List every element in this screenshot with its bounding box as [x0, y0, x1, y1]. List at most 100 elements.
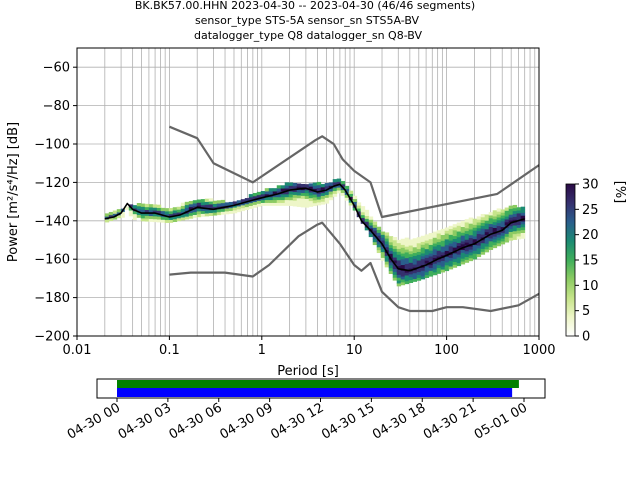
heatmap-cell [432, 271, 438, 276]
heatmap-cell [384, 243, 390, 248]
y-tick-label: −160 [34, 253, 70, 268]
heatmap-cell [424, 237, 430, 241]
heatmap-cell [260, 193, 266, 198]
heatmap-cell [468, 252, 474, 256]
heatmap-cell [244, 198, 250, 202]
heatmap-cell [384, 261, 390, 265]
heatmap-cell [460, 226, 466, 230]
heatmap-cell [460, 238, 466, 242]
heatmap-cell [400, 241, 406, 245]
heatmap-cell [512, 225, 518, 229]
heatmap-cell [496, 234, 502, 238]
heatmap-cell [504, 239, 510, 243]
heatmap-cell [500, 212, 506, 216]
heatmap-cell [292, 185, 298, 190]
heatmap-cell [428, 244, 434, 248]
heatmap-cell [388, 244, 394, 249]
heatmap-cell [352, 201, 358, 205]
heatmap-cell [276, 196, 282, 201]
heatmap-cell [452, 244, 458, 248]
heatmap-cell [468, 220, 474, 224]
heatmap-cell [436, 233, 442, 237]
heatmap-cell [416, 248, 422, 252]
heatmap-cell [208, 204, 214, 208]
heatmap-cell [456, 245, 462, 249]
heatmap-cell [520, 215, 526, 219]
heatmap-cell [444, 256, 450, 260]
heatmap-cell [408, 276, 414, 281]
heatmap-cell [492, 224, 498, 228]
heatmap-cell [420, 235, 426, 240]
heatmap-cell [420, 270, 426, 274]
heatmap-cell [160, 207, 166, 212]
heatmap-cell [456, 222, 462, 226]
heatmap-cell [156, 219, 162, 223]
heatmap-cell [404, 277, 410, 282]
heatmap-cell [252, 201, 258, 205]
colorbar-tick-label: 0 [582, 330, 590, 345]
heatmap-cell [468, 246, 474, 250]
heatmap-cell [476, 219, 482, 223]
heatmap-cell [464, 227, 470, 232]
heatmap-cell [196, 211, 202, 215]
heatmap-cell [336, 187, 342, 191]
heatmap-cell [264, 191, 270, 195]
heatmap-cell [416, 271, 422, 275]
heatmap-cell [368, 219, 374, 223]
heatmap-cell [428, 258, 434, 263]
heatmap-cell [148, 204, 154, 208]
heatmap-cell [208, 198, 214, 202]
heatmap-cell [288, 191, 294, 195]
heatmap-cell [144, 215, 150, 219]
heatmap-cell [128, 213, 134, 217]
heatmap-cell [448, 234, 454, 238]
heatmap-cell [372, 241, 378, 246]
heatmap-cell [272, 193, 278, 198]
heatmap-cell [188, 209, 194, 213]
heatmap-cell [492, 244, 498, 249]
time-tick-label: 04-30 00 [65, 400, 123, 442]
heatmap-cell [456, 239, 462, 244]
heatmap-cell [508, 234, 514, 238]
heatmap-cell [272, 202, 278, 206]
heatmap-cell [300, 198, 306, 202]
heatmap-cell [320, 195, 326, 199]
psd-coverage-bar [117, 388, 513, 397]
heatmap-cell [512, 216, 518, 220]
heatmap-cell [480, 245, 486, 249]
heatmap-cell [424, 260, 430, 264]
heatmap-cell [412, 278, 418, 282]
y-tick-label: −100 [34, 138, 70, 153]
heatmap-cell [332, 190, 338, 194]
heatmap-cell [260, 191, 266, 195]
heatmap-cell [504, 216, 510, 220]
heatmap-cell [272, 188, 278, 192]
heatmap-cell [176, 217, 182, 222]
heatmap-cell [348, 193, 354, 197]
heatmap-cell [460, 255, 466, 259]
heatmap-cell [148, 215, 154, 219]
heatmap-cell [512, 227, 518, 232]
heatmap-cell [212, 203, 218, 207]
heatmap-cell [448, 240, 454, 244]
heatmap-cell [276, 191, 282, 195]
heatmap-cell [412, 261, 418, 265]
heatmap-cell [144, 206, 150, 211]
heatmap-cell [412, 252, 418, 256]
heatmap-cell [316, 193, 322, 197]
heatmap-cell [464, 242, 470, 246]
heatmap-cell [116, 209, 122, 213]
heatmap-cell [464, 256, 470, 260]
heatmap-cell [268, 196, 274, 201]
heatmap-cell [404, 237, 410, 241]
heatmap-cell [328, 188, 334, 192]
heatmap-cell [448, 237, 454, 241]
heatmap-cell [504, 227, 510, 231]
heatmap-cell [220, 211, 226, 215]
heatmap-cell [408, 248, 414, 252]
heatmap-cell [472, 244, 478, 248]
heatmap-cell [452, 227, 458, 231]
heatmap-cell [172, 218, 178, 223]
heatmap-cell [488, 220, 494, 225]
heatmap-cell [388, 236, 394, 240]
